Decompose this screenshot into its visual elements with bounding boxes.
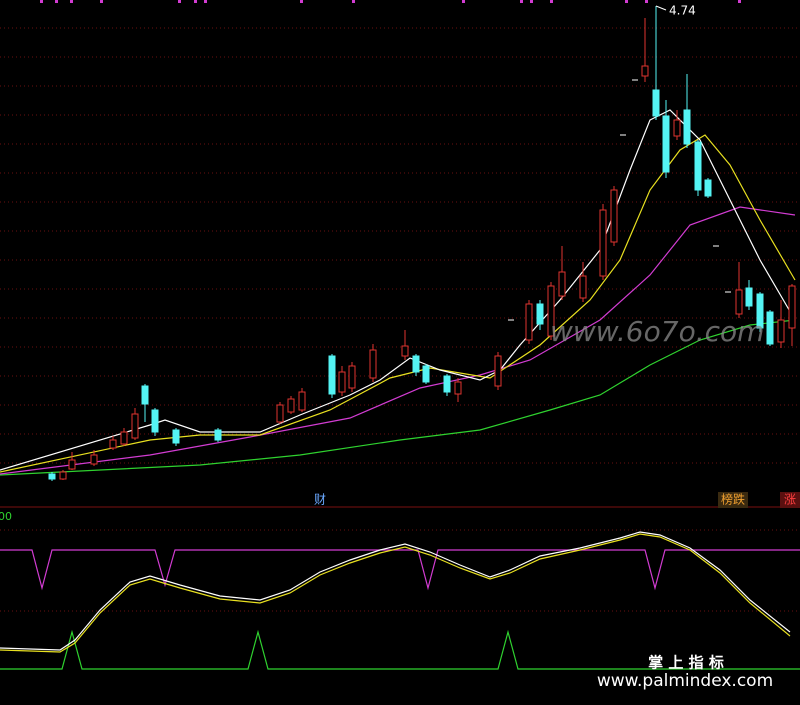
top-dots [40, 0, 741, 3]
rise-marker: 涨 [784, 492, 796, 507]
watermark: www.6o7o.com [550, 315, 764, 348]
rank-marker: 榜跌 [721, 492, 745, 507]
high-pointer [655, 5, 667, 11]
brand: 掌 上 指 标 [648, 654, 724, 672]
rank-marker-bg [718, 492, 748, 508]
osc-white [0, 531, 791, 651]
ma-green [0, 319, 796, 476]
osc-yellow [0, 533, 791, 653]
indicator-label: 00 [0, 510, 12, 523]
rise-marker-bg [780, 492, 800, 508]
finance-marker: 财 [314, 493, 326, 507]
ma-yellow [0, 134, 796, 473]
brand-url: www.palmindex.com [597, 671, 773, 691]
candles [48, 6, 796, 481]
high-label: 4.74 [669, 4, 696, 18]
ma-white [0, 109, 796, 471]
signal-magenta [0, 549, 800, 591]
